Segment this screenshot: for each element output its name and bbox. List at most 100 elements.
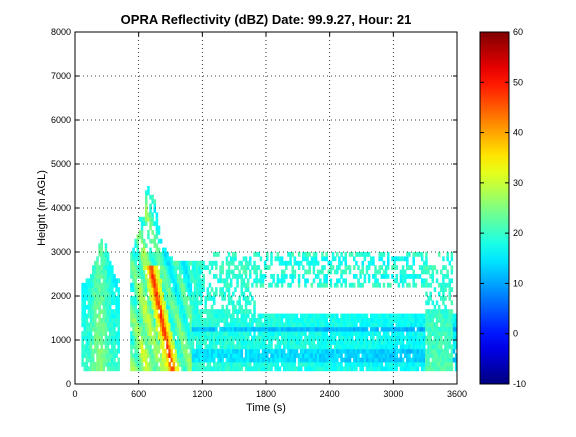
heatmap-cell <box>195 269 199 275</box>
heatmap-cell <box>353 353 356 358</box>
heatmap-cell <box>91 357 95 363</box>
heatmap-cell <box>251 357 254 363</box>
heatmap-cell <box>386 362 390 367</box>
heatmap-cell <box>278 313 282 319</box>
heatmap-cell <box>255 353 258 358</box>
heatmap-cell <box>225 366 229 372</box>
heatmap-cell <box>416 274 420 279</box>
heatmap-cell <box>227 362 231 367</box>
heatmap-cell <box>98 335 101 341</box>
heatmap-cell <box>244 256 248 262</box>
heatmap-cell <box>325 282 328 288</box>
heatmap-cell <box>314 322 318 328</box>
heatmap-cell <box>412 357 415 363</box>
heatmap-cell <box>183 318 186 323</box>
heatmap-cell <box>142 274 146 279</box>
heatmap-cell <box>344 326 348 332</box>
heatmap-cell <box>134 256 137 262</box>
heatmap-cell <box>178 357 182 363</box>
heatmap-cell <box>185 322 188 328</box>
heatmap-cell <box>376 353 379 358</box>
heatmap-cell <box>452 326 456 332</box>
heatmap-cell <box>227 252 231 257</box>
heatmap-cell <box>191 353 195 358</box>
heatmap-cell <box>261 340 265 345</box>
heatmap-cell <box>374 340 377 345</box>
heatmap-cell <box>293 340 297 345</box>
heatmap-cell <box>225 304 229 310</box>
heatmap-cell <box>369 344 373 350</box>
heatmap-cell <box>198 326 201 332</box>
heatmap-cell <box>232 260 235 266</box>
heatmap-cell <box>410 344 413 350</box>
heatmap-cell <box>174 291 178 297</box>
heatmap-cell <box>193 265 197 270</box>
heatmap-cell <box>297 260 301 266</box>
heatmap-cell <box>223 335 227 341</box>
heatmap-cell <box>338 353 341 358</box>
heatmap-cell <box>261 348 265 354</box>
heatmap-cell <box>151 366 154 372</box>
heatmap-cell <box>312 340 316 345</box>
heatmap-cell <box>310 340 314 345</box>
heatmap-cell <box>306 256 309 262</box>
heatmap-cell <box>272 335 275 341</box>
heatmap-cell <box>406 260 409 266</box>
heatmap-cell <box>367 331 371 336</box>
heatmap-cell <box>236 309 239 314</box>
heatmap-cell <box>306 357 309 363</box>
heatmap-cell <box>446 282 449 288</box>
heatmap-cell <box>331 256 335 262</box>
heatmap-cell <box>136 326 140 332</box>
heatmap-cell <box>159 274 163 279</box>
heatmap-cell <box>406 313 409 319</box>
heatmap-cell <box>433 348 437 354</box>
heatmap-cell <box>336 348 339 354</box>
heatmap-cell <box>299 318 303 323</box>
heatmap-cell <box>378 335 381 341</box>
heatmap-cell <box>348 340 352 345</box>
heatmap-cell <box>289 331 292 336</box>
heatmap-cell <box>423 318 426 323</box>
heatmap-cell <box>336 331 339 336</box>
heatmap-cell <box>327 348 331 354</box>
heatmap-cell <box>242 296 246 301</box>
heatmap-cell <box>115 366 118 372</box>
heatmap-cell <box>232 335 235 341</box>
heatmap-cell <box>425 282 428 288</box>
heatmap-cell <box>104 296 108 301</box>
heatmap-cell <box>168 331 171 336</box>
heatmap-cell <box>100 326 103 332</box>
heatmap-cell <box>355 274 358 279</box>
heatmap-cell <box>357 282 360 288</box>
heatmap-cell <box>221 304 224 310</box>
heatmap-cell <box>403 335 407 341</box>
heatmap-cell <box>185 340 188 345</box>
heatmap-cell <box>132 309 135 314</box>
heatmap-cell <box>423 366 426 372</box>
heatmap-cell <box>261 313 265 319</box>
heatmap-cell <box>134 357 137 363</box>
heatmap-cell <box>240 304 244 310</box>
heatmap-cell <box>227 326 231 332</box>
heatmap-cell <box>181 344 184 350</box>
heatmap-cell <box>198 362 201 367</box>
heatmap-cell <box>85 322 89 328</box>
heatmap-cell <box>321 269 324 275</box>
heatmap-cell <box>346 331 350 336</box>
heatmap-cell <box>403 362 407 367</box>
heatmap-cell <box>355 335 358 341</box>
heatmap-cell <box>215 252 218 257</box>
heatmap-cell <box>446 309 449 314</box>
heatmap-cell <box>331 335 335 341</box>
heatmap-cell <box>132 326 135 332</box>
heatmap-cell <box>266 362 269 367</box>
heatmap-cell <box>217 366 220 372</box>
heatmap-cell <box>412 269 415 275</box>
heatmap-cell <box>278 353 282 358</box>
heatmap-cell <box>355 366 358 372</box>
heatmap-cell <box>215 366 218 372</box>
heatmap-cell <box>319 353 322 358</box>
heatmap-cell <box>242 344 246 350</box>
heatmap-cell <box>136 309 140 314</box>
